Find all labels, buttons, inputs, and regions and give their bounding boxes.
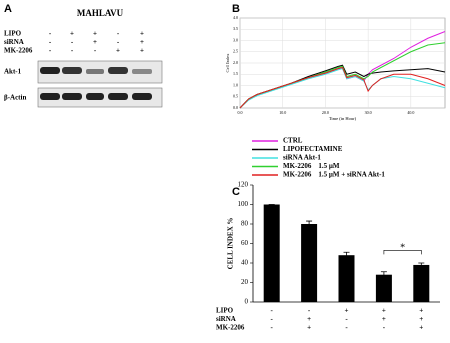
- condition-sign: -: [71, 38, 74, 46]
- legend-label: MK-2206 1.5 µM + siRNA Akt-1: [283, 171, 385, 179]
- cell-line: MAHLAVU: [77, 8, 124, 18]
- y-tick-label: 0.5: [233, 94, 238, 99]
- blot-bands: [40, 67, 152, 100]
- panel-label: C: [232, 186, 240, 198]
- condition-sign: -: [71, 47, 74, 55]
- x-tick-label: 10.0: [279, 110, 286, 115]
- y-tick-label: 1.0: [233, 82, 238, 87]
- condition-sign: -: [49, 38, 52, 46]
- condition-sign: +: [140, 30, 144, 38]
- y-tick-label: 80: [241, 220, 249, 228]
- y-tick-label: 3.5: [233, 26, 238, 31]
- condition-sign: +: [419, 307, 423, 315]
- y-tick-label: 3.0: [233, 37, 238, 42]
- condition-sign: -: [94, 47, 97, 55]
- condition-label: LIPO: [216, 307, 234, 315]
- condition-label: siRNA: [4, 38, 24, 46]
- panel-label: A: [4, 3, 12, 15]
- y-tick-label: 2.0: [233, 60, 238, 65]
- condition-sign: -: [345, 324, 348, 332]
- y-tick-label: 60: [241, 239, 249, 247]
- condition-sign: +: [382, 307, 386, 315]
- condition-sign: -: [383, 324, 386, 332]
- condition-label: siRNA: [216, 315, 236, 323]
- bar: [338, 255, 355, 302]
- y-tick-label: 0.0: [233, 105, 238, 110]
- condition-sign: +: [70, 30, 74, 38]
- error-bar: [306, 220, 313, 227]
- condition-sign: -: [49, 30, 52, 38]
- error-bar: [380, 271, 387, 278]
- condition-sign: -: [271, 307, 274, 315]
- condition-sign: -: [117, 38, 120, 46]
- y-axis-label: Cell Index: [225, 53, 230, 73]
- y-tick-label: 100: [238, 200, 249, 208]
- condition-sign: +: [116, 47, 120, 55]
- y-tick-label: 20: [241, 278, 249, 286]
- condition-sign: +: [307, 324, 311, 332]
- y-axis-label: CELL INDEX %: [227, 218, 235, 270]
- x-tick-label: 40.0: [407, 110, 414, 115]
- error-bar: [418, 262, 425, 267]
- bar: [413, 264, 430, 302]
- condition-sign: -: [345, 315, 348, 323]
- condition-sign: +: [307, 315, 311, 323]
- condition-label: MK-2206: [4, 47, 33, 55]
- series-line: [239, 68, 446, 109]
- series-line: [239, 66, 446, 109]
- y-tick-label: 120: [238, 181, 249, 189]
- condition-sign: -: [49, 47, 52, 55]
- condition-label: LIPO: [4, 30, 22, 38]
- y-tick-label: 1.5: [233, 71, 238, 76]
- panel-label: B: [232, 3, 240, 15]
- significance-label: *: [400, 243, 405, 254]
- y-tick-label: 2.5: [233, 49, 238, 54]
- condition-sign: +: [140, 38, 144, 46]
- y-tick-label: 40: [241, 259, 249, 267]
- row-label: β-Actin: [4, 94, 26, 102]
- legend-label: MK-2206 1.5 µM: [283, 162, 340, 170]
- condition-sign: +: [382, 315, 386, 323]
- bar: [263, 204, 280, 302]
- x-tick-label: 0.0: [238, 110, 243, 115]
- legend-label: LIPOFECTAMINE: [283, 145, 343, 153]
- condition-sign: +: [93, 30, 97, 38]
- x-axis-label: Time (in Hour): [329, 116, 357, 121]
- condition-sign: +: [93, 38, 97, 46]
- y-tick-label: 0: [245, 298, 249, 306]
- bar: [301, 224, 318, 302]
- condition-sign: -: [117, 30, 120, 38]
- legend-label: CTRL: [283, 137, 303, 145]
- legend-label: siRNA Akt-1: [283, 154, 321, 162]
- bar: [375, 274, 392, 302]
- error-bar: [343, 251, 350, 259]
- significance-bracket: [383, 250, 422, 255]
- condition-sign: -: [308, 307, 311, 315]
- row-label: Akt-1: [4, 68, 22, 76]
- x-tick-label: 20.0: [322, 110, 329, 115]
- condition-sign: +: [140, 47, 144, 55]
- y-tick-label: 4.0: [233, 15, 238, 20]
- condition-sign: -: [271, 315, 274, 323]
- condition-sign: -: [271, 324, 274, 332]
- condition-sign: +: [419, 315, 423, 323]
- condition-sign: +: [345, 307, 349, 315]
- x-tick-label: 30.0: [365, 110, 372, 115]
- condition-label: MK-2206: [216, 324, 245, 332]
- condition-sign: +: [419, 324, 423, 332]
